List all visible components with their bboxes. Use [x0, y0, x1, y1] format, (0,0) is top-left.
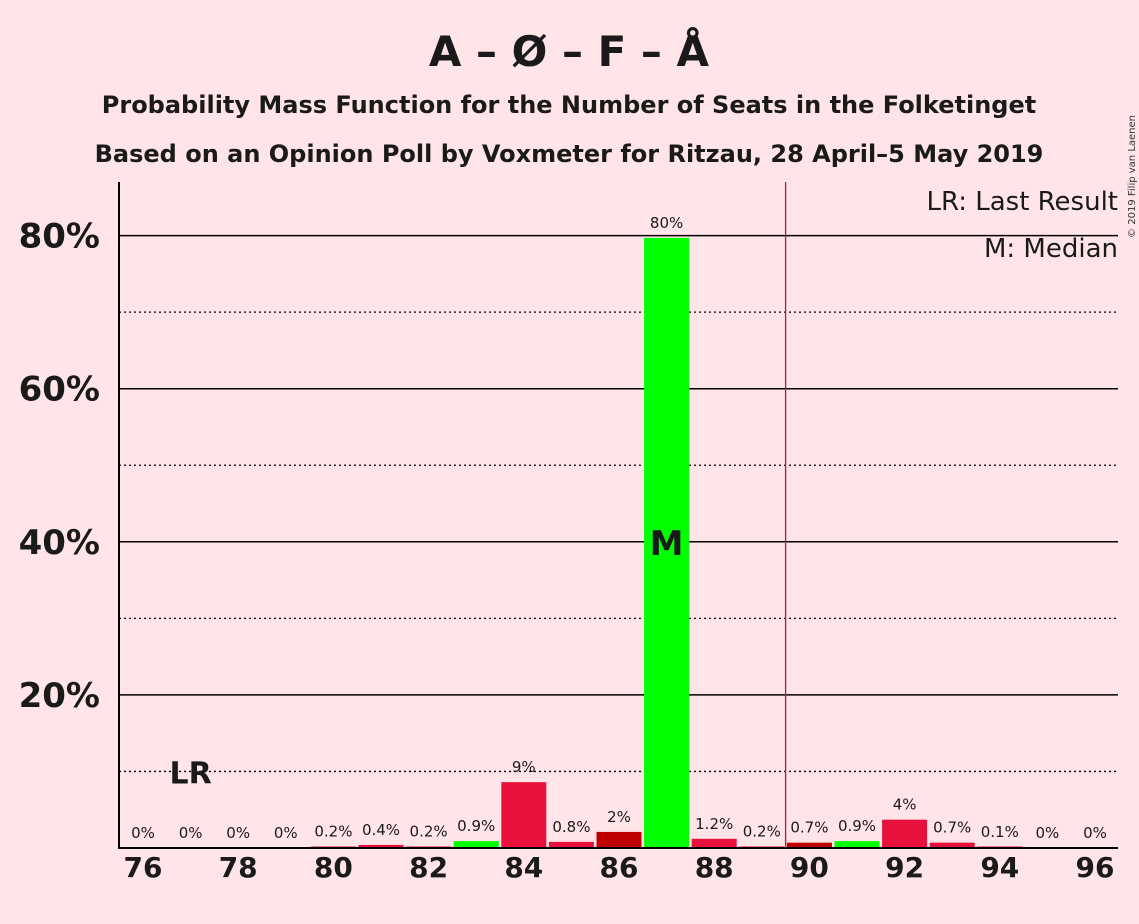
bar-85	[548, 841, 594, 848]
data-label-79: 0%	[274, 824, 298, 842]
bar-83	[453, 841, 499, 848]
bar-93	[929, 842, 975, 848]
y-tick-label-60: 60%	[19, 370, 100, 410]
axes: 76 78 80 82 84 86 88 90 92 94 96	[118, 182, 1118, 884]
bar-91	[834, 841, 880, 848]
data-label-92: 4%	[893, 796, 917, 814]
x-tick-label-92: 92	[885, 851, 924, 884]
median-marker: M	[650, 524, 684, 564]
y-tick-label-40: 40%	[19, 523, 100, 563]
data-label-85: 0.8%	[552, 818, 590, 836]
annotations: LR M	[169, 182, 787, 848]
chart-subtitle-2: Based on an Opinion Poll by Voxmeter for…	[95, 140, 1044, 168]
data-label-83: 0.9%	[457, 817, 495, 835]
x-tick-label-90: 90	[790, 851, 829, 884]
data-label-87: 80%	[650, 214, 683, 232]
x-tick-label-94: 94	[980, 851, 1019, 884]
copyright-note: © 2019 Filip van Laenen	[1127, 115, 1138, 238]
chart-subtitle-1: Probability Mass Function for the Number…	[102, 91, 1036, 119]
data-label-95: 0%	[1036, 824, 1060, 842]
data-label-96: 0%	[1083, 824, 1107, 842]
x-tick-label-88: 88	[695, 851, 734, 884]
bar-92	[882, 819, 928, 848]
data-label-89: 0.2%	[743, 822, 781, 840]
data-label-93: 0.7%	[933, 819, 971, 837]
data-label-77: 0%	[179, 824, 203, 842]
x-tick-label-82: 82	[409, 851, 448, 884]
bar-88	[691, 838, 737, 848]
bar-90	[786, 842, 832, 848]
x-tick-label-78: 78	[219, 851, 258, 884]
data-label-78: 0%	[226, 824, 250, 842]
data-label-76: 0%	[131, 824, 155, 842]
y-tick-label-80: 80%	[19, 217, 100, 257]
data-label-86: 2%	[607, 808, 631, 826]
data-label-94: 0.1%	[981, 823, 1019, 841]
data-label-82: 0.2%	[410, 822, 448, 840]
x-tick-label-96: 96	[1076, 851, 1115, 884]
grid-lines: 20% 40% 60% 80%	[19, 217, 1118, 773]
y-tick-label-20: 20%	[19, 676, 100, 716]
x-tick-label-80: 80	[314, 851, 353, 884]
chart-title: A – Ø – F – Å	[429, 26, 710, 76]
data-label-90: 0.7%	[790, 819, 828, 837]
x-tick-label-84: 84	[504, 851, 543, 884]
data-label-91: 0.9%	[838, 817, 876, 835]
last-result-marker: LR	[169, 756, 211, 791]
data-label-84: 9%	[512, 758, 536, 776]
legend-last-result: LR: Last Result	[926, 187, 1118, 217]
data-label-88: 1.2%	[695, 815, 733, 833]
bar-87	[644, 237, 690, 849]
x-tick-label-76: 76	[124, 851, 163, 884]
bars: 0% 0% 0% 0% 0.2% 0.4% 0.2% 0.9% 9% 0.8% 2% 80% 1.2% 0…	[131, 214, 1107, 849]
bar-84	[501, 782, 547, 848]
bar-86	[596, 831, 642, 848]
bar-81	[358, 844, 404, 848]
data-label-80: 0.2%	[314, 822, 352, 840]
x-tick-label-86: 86	[600, 851, 639, 884]
data-label-81: 0.4%	[362, 821, 400, 839]
legend-median: M: Median	[984, 234, 1118, 264]
